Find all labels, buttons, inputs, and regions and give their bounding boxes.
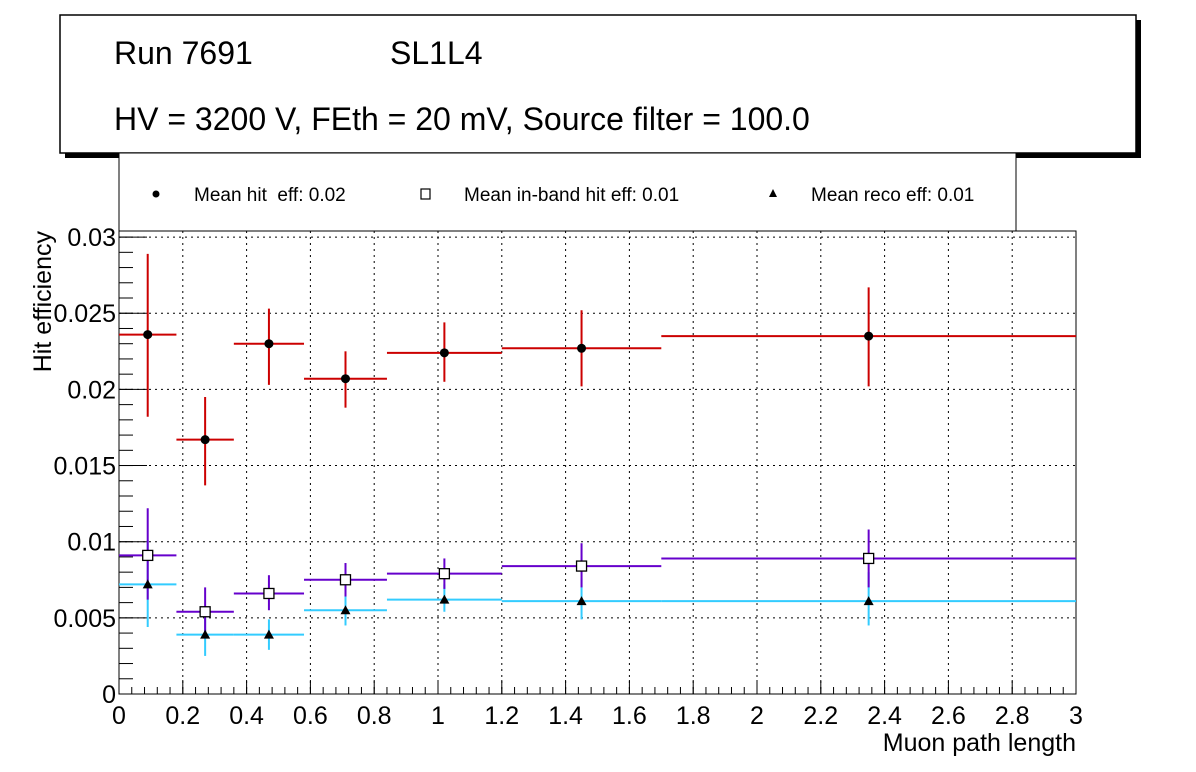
data-point-hit xyxy=(439,348,449,358)
data-point-inband xyxy=(863,552,875,565)
data-point-hit xyxy=(577,343,587,353)
data-point-inband xyxy=(438,568,451,580)
x-tick-label: 1.4 xyxy=(548,702,583,730)
data-point-hit xyxy=(200,435,210,445)
y-tick-label: 0.02 xyxy=(67,376,116,404)
y-tick-label: 0.01 xyxy=(67,529,116,557)
y-tick-label: 0.005 xyxy=(53,605,116,633)
data-point-reco xyxy=(142,579,153,589)
x-tick-label: 0.2 xyxy=(165,702,200,730)
plot-frame xyxy=(118,230,1077,695)
run-label: Run 7691 xyxy=(114,35,253,71)
legend-label-inband: Mean in-band hit eff: 0.01 xyxy=(464,185,679,206)
data-point-hit xyxy=(340,374,350,384)
legend: Mean hit eff: 0.02 Mean in-band hit eff:… xyxy=(118,152,1017,232)
x-tick-label: 0.8 xyxy=(357,702,392,730)
legend-marker-reco xyxy=(769,189,777,197)
x-tick-label: 0.4 xyxy=(229,702,264,730)
x-tick-label: 1.2 xyxy=(484,702,519,730)
y-tick-label: 0.03 xyxy=(67,224,116,252)
title-box: Run 7691 SL1L4 HV = 3200 V, FEth = 20 mV… xyxy=(59,14,1141,158)
data-point-inband xyxy=(575,560,588,572)
x-tick-label: 1.6 xyxy=(612,702,647,730)
grid xyxy=(119,231,1076,694)
data-point-inband xyxy=(263,587,275,600)
data-point-reco xyxy=(863,596,874,606)
data-point-hit xyxy=(864,331,874,341)
x-axis-label: Muon path length xyxy=(883,729,1076,757)
legend-marker-hit xyxy=(152,190,160,198)
y-tick-label: 0.015 xyxy=(53,453,116,481)
data-point-reco xyxy=(576,596,587,606)
y-tick-label: 0 xyxy=(102,681,116,709)
x-tick-label: 1.8 xyxy=(676,702,711,730)
legend-marker-inband xyxy=(420,188,431,200)
x-tick-label: 3 xyxy=(1069,702,1083,730)
data-point-inband xyxy=(339,574,352,586)
data-point-reco xyxy=(263,629,274,639)
y-axis-label: Hit efficiency xyxy=(29,231,57,373)
x-tick-label: 2.2 xyxy=(803,702,838,730)
legend-label-reco: Mean reco eff: 0.01 xyxy=(811,185,974,206)
x-tick-label: 2 xyxy=(750,702,764,730)
y-tick-label: 0.025 xyxy=(53,300,116,328)
data-point-inband xyxy=(199,606,211,618)
layer-label: SL1L4 xyxy=(390,35,483,71)
x-tick-label: 2.8 xyxy=(995,702,1030,730)
data-point-reco xyxy=(439,594,450,604)
axes: 0 0.2 0.4 0.6 0.8 1 1.2 1.4 1.6 1.8 2 2.2 2.4 2.6 2.8 3… xyxy=(53,224,1083,730)
data-point-reco xyxy=(200,629,211,639)
data-point-hit xyxy=(143,330,153,340)
legend-label-hit: Mean hit eff: 0.02 xyxy=(194,185,346,206)
x-tick-label: 0 xyxy=(112,702,126,730)
conditions-label: HV = 3200 V, FEth = 20 mV, Source filter… xyxy=(114,101,810,137)
x-tick-label: 0.6 xyxy=(293,702,328,730)
x-tick-label: 1 xyxy=(431,702,445,730)
data-marks xyxy=(119,253,1076,656)
data-point-inband xyxy=(142,549,154,562)
data-point-reco xyxy=(340,605,351,615)
data-point-hit xyxy=(264,339,274,349)
x-tick-label: 2.4 xyxy=(867,702,902,730)
x-tick-label: 2.6 xyxy=(931,702,966,730)
